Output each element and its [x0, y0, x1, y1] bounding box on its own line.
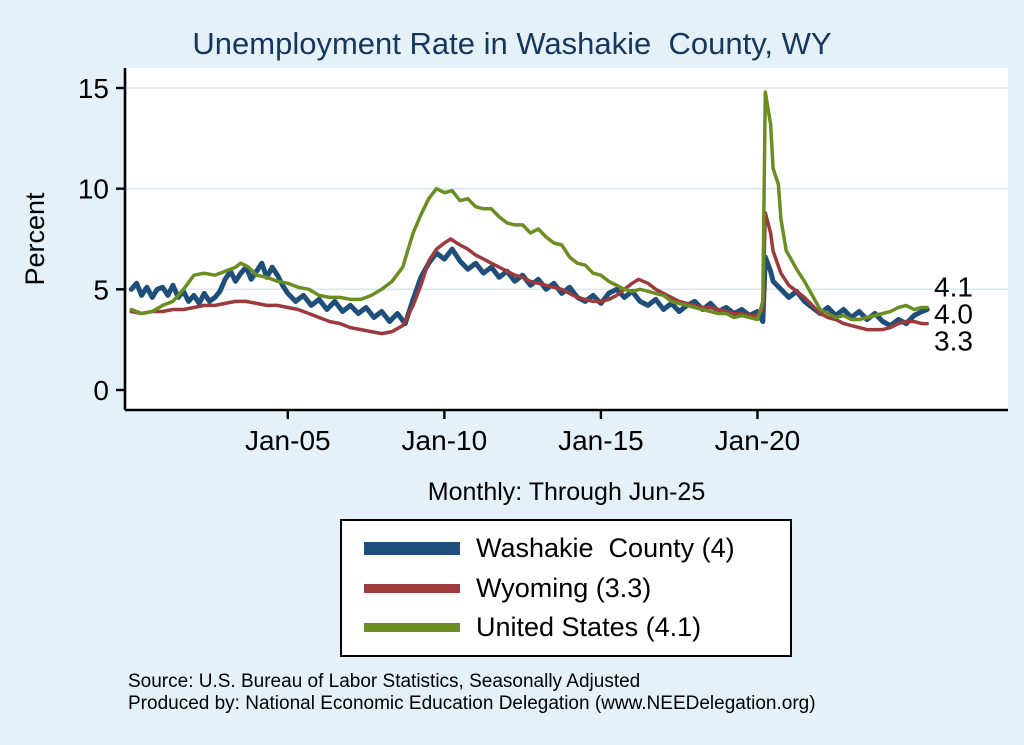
us-line-swatch	[364, 622, 460, 632]
series-wyoming-line	[129, 211, 929, 336]
y-tick-label: 15	[78, 73, 109, 104]
y-tick-label: 0	[93, 375, 109, 406]
y-tick-label: 5	[93, 274, 109, 305]
plot-area	[125, 68, 1008, 410]
legend-label-us: United States (4.1)	[476, 611, 702, 642]
x-tick-label: Jan-10	[402, 425, 488, 456]
series-washakie-line	[128, 246, 930, 329]
x-tick-label: Jan-05	[245, 425, 331, 456]
legend-label-wyoming: Wyoming (3.3)	[476, 572, 652, 603]
end-value-label: 4.1	[934, 271, 973, 302]
y-axis-title: Percent	[20, 192, 50, 286]
chart-title: Unemployment Rate in Washakie County, WY	[192, 26, 832, 61]
source-notes: Source: U.S. Bureau of Labor Statistics,…	[128, 671, 816, 716]
produced-by-note-line: Produced by: National Economic Education…	[128, 693, 816, 715]
legend-box: Washakie County (4) Wyoming (3.3) United…	[340, 519, 792, 657]
source-note-line: Source: U.S. Bureau of Labor Statistics,…	[128, 671, 641, 692]
legend-item-wyoming: Wyoming (3.3)	[364, 573, 790, 604]
series-us-line	[129, 90, 929, 322]
x-tick-label: Jan-20	[715, 425, 801, 456]
washakie-line-swatch	[364, 542, 460, 556]
x-tick-label: Jan-15	[558, 425, 644, 456]
y-tick-label: 10	[78, 174, 109, 205]
end-value-label: 3.3	[934, 325, 973, 356]
legend-item-washakie: Washakie County (4)	[364, 533, 790, 564]
chart-subtitle: Monthly: Through Jun-25	[427, 478, 706, 506]
wyoming-line-swatch	[364, 583, 460, 593]
legend-label-washakie: Washakie County (4)	[476, 533, 735, 564]
end-value-label: 4.0	[934, 298, 973, 329]
legend-item-us: United States (4.1)	[364, 612, 790, 643]
